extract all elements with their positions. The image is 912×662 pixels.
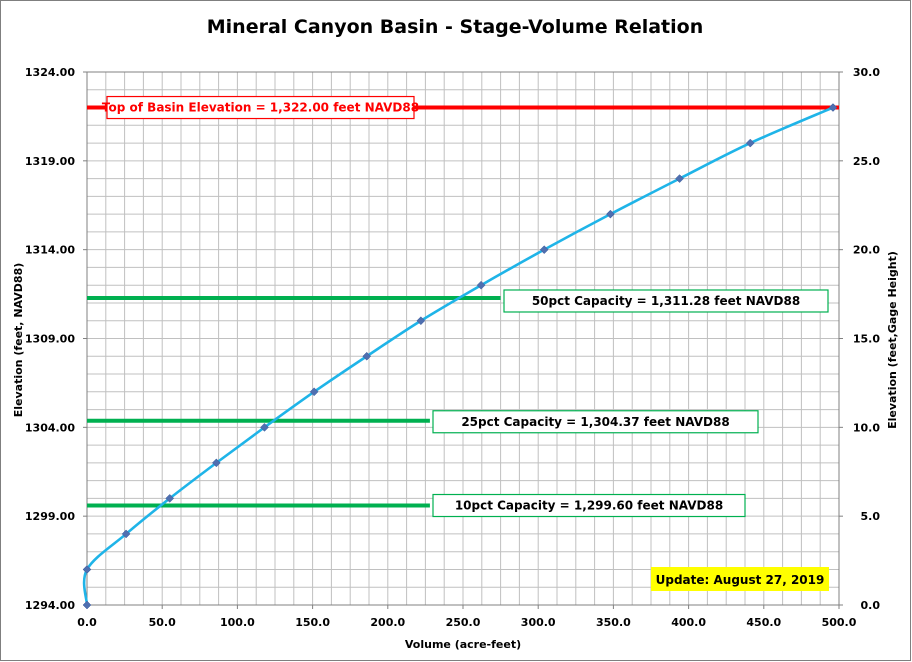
update-note-box <box>651 567 829 591</box>
reference-label: Top of Basin Elevation = 1,322.00 feet N… <box>102 101 419 115</box>
reference-label-box <box>503 289 829 313</box>
y2-tick-label: 25.0 <box>853 155 880 168</box>
reference-label-box <box>432 493 746 518</box>
y-tick-labels: 1294.00 1299.00 1304.00 1309.00 1314.00 1319.… <box>25 66 87 612</box>
y-tick-label: 1309.00 <box>25 333 75 346</box>
x-tick-label: 500.0 <box>822 616 857 629</box>
y2-tick-label: 0.0 <box>861 599 881 612</box>
x-tick-label: 350.0 <box>596 616 631 629</box>
y-axis-title: Elevation (feet, NAVD88) <box>12 263 25 418</box>
data-point <box>476 280 486 290</box>
y2-axis-title: Elevation (feet,Gage Height) <box>886 251 899 429</box>
y2-tick-label: 30.0 <box>853 66 880 79</box>
x-tick-label: 250.0 <box>446 616 481 629</box>
reference-lines: Top of Basin Elevation = 1,322.00 feet N… <box>87 95 839 518</box>
reference-label: 50pct Capacity = 1,311.28 feet NAVD88 <box>532 294 800 308</box>
data-point <box>82 600 92 610</box>
data-point <box>675 174 684 183</box>
y2-tick-labels: 0.0 5.0 10.0 15.0 20.0 25.0 30.0 <box>839 66 880 612</box>
y2-tick-label: 10.0 <box>853 421 880 434</box>
x-tick-labels: 0.0 50.0 100.0 150.0 200.0 250.0 300.0 350.0 400… <box>77 605 857 629</box>
data-point <box>165 494 175 503</box>
data-point <box>211 458 221 468</box>
data-point <box>416 316 426 326</box>
y-tick-label: 1304.00 <box>25 421 75 434</box>
series-line <box>82 106 834 606</box>
y2-tick-label: 5.0 <box>861 510 881 523</box>
y-tick-label: 1314.00 <box>25 244 75 257</box>
x-tick-label: 0.0 <box>77 616 97 629</box>
data-point <box>260 422 269 432</box>
grid-lines <box>87 72 839 605</box>
data-point <box>362 351 372 361</box>
x-tick-label: 300.0 <box>521 616 556 629</box>
y-tick-label: 1299.00 <box>25 510 75 523</box>
data-point <box>606 209 615 219</box>
x-tick-label: 200.0 <box>370 616 405 629</box>
x-tick-label: 400.0 <box>671 616 706 629</box>
y-tick-label: 1294.00 <box>25 599 75 612</box>
x-tick-label: 100.0 <box>220 616 255 629</box>
y2-tick-label: 15.0 <box>853 333 880 346</box>
series-layer <box>82 103 838 610</box>
data-point <box>121 529 131 539</box>
x-axis-title: Volume (acre-feet) <box>405 638 521 651</box>
data-point <box>745 138 755 148</box>
data-point <box>309 387 319 397</box>
data-point <box>828 103 838 112</box>
reference-label-box <box>432 410 759 434</box>
x-tick-label: 50.0 <box>149 616 176 629</box>
reference-label-box <box>106 95 415 120</box>
reference-label: 10pct Capacity = 1,299.60 feet NAVD88 <box>455 499 723 513</box>
x-tick-label: 450.0 <box>746 616 781 629</box>
y-tick-label: 1324.00 <box>25 66 75 79</box>
chart-title: Mineral Canyon Basin - Stage-Volume Rela… <box>207 16 703 38</box>
y2-tick-label: 20.0 <box>853 244 880 257</box>
data-point <box>539 245 549 255</box>
reference-label: 25pct Capacity = 1,304.37 feet NAVD88 <box>461 415 729 429</box>
update-note: Update: August 27, 2019 <box>656 573 825 587</box>
x-tick-label: 150.0 <box>295 616 330 629</box>
data-point <box>82 565 92 574</box>
y-tick-label: 1319.00 <box>25 155 75 168</box>
